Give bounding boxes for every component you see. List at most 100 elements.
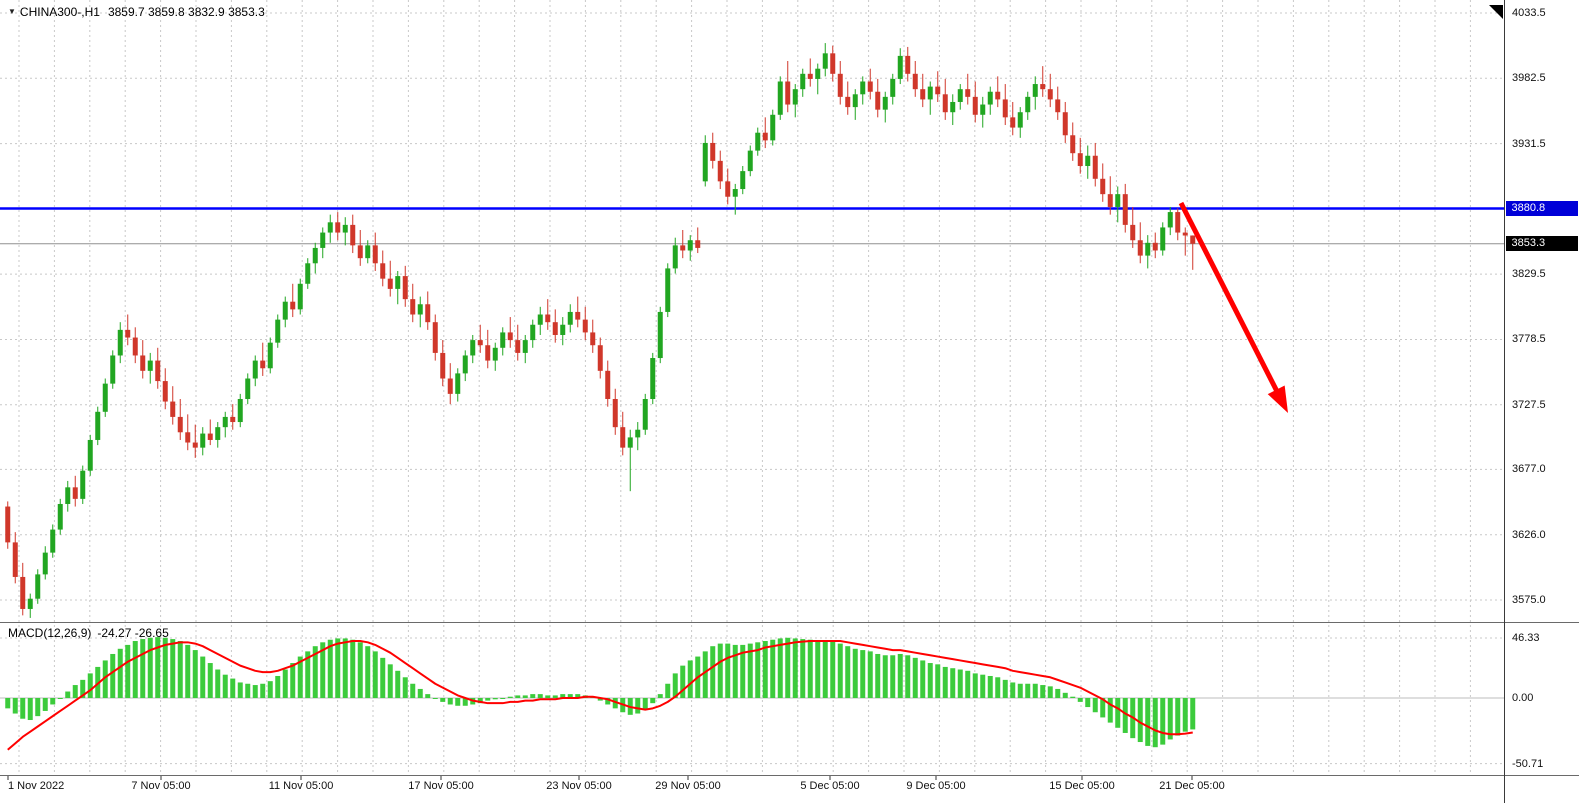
candle — [147, 360, 153, 371]
candle — [485, 345, 491, 361]
candle — [605, 370, 611, 399]
candle — [117, 329, 123, 356]
price-tick-label: 3727.5 — [1512, 398, 1546, 411]
candle — [387, 278, 393, 289]
candle — [357, 245, 363, 259]
macd-bar — [485, 698, 491, 701]
candle — [537, 314, 543, 325]
macd-bar — [800, 639, 806, 698]
candle — [522, 340, 528, 353]
candle — [612, 398, 618, 428]
macd-signal-line — [7, 640, 1193, 751]
candle — [1085, 155, 1091, 166]
macd-bar — [732, 644, 738, 698]
macd-bar — [162, 637, 168, 698]
candle — [1167, 212, 1173, 228]
macd-bar — [672, 673, 678, 698]
price-tick-label: 3778.5 — [1512, 333, 1546, 346]
candles-layer — [5, 43, 1196, 618]
candle — [650, 358, 656, 399]
symbol-name: CHINA300-,H1 — [19, 5, 100, 19]
macd-bar — [717, 643, 723, 698]
candle — [432, 322, 438, 353]
macd-bar — [710, 646, 716, 698]
macd-bar — [320, 642, 326, 698]
symbol-info: ▼ CHINA300-,H1 3859.7 3859.8 3832.9 3853.3 — [8, 5, 265, 19]
macd-bar — [845, 646, 851, 698]
grid-layer — [0, 0, 1504, 775]
macd-bar — [440, 698, 446, 702]
macd-bar — [807, 639, 813, 698]
candle — [1040, 84, 1046, 90]
macd-bar — [1122, 698, 1128, 733]
candle — [1152, 242, 1158, 251]
macd-bar — [155, 637, 161, 698]
candle — [132, 337, 138, 356]
macd-bar — [537, 694, 543, 698]
candle — [1047, 89, 1053, 100]
candle — [702, 142, 708, 182]
candle — [1115, 194, 1121, 207]
candle — [950, 101, 956, 113]
macd-bar — [830, 641, 836, 698]
macd-bar — [80, 679, 86, 698]
candle — [972, 96, 978, 115]
candle — [942, 94, 948, 113]
candle — [867, 81, 873, 92]
macd-bar — [117, 648, 123, 698]
candle — [417, 304, 423, 315]
macd-bar — [942, 666, 948, 698]
candle — [882, 96, 888, 110]
candle — [815, 68, 821, 79]
macd-bar — [747, 643, 753, 698]
macd-bar — [912, 657, 918, 698]
candle — [327, 222, 333, 233]
macd-bar — [222, 674, 228, 698]
candle — [1130, 224, 1136, 241]
macd-bar — [725, 643, 731, 698]
macd-bar — [822, 640, 828, 698]
candle — [995, 91, 1001, 100]
trend-arrow[interactable] — [1178, 201, 1288, 413]
candle — [245, 378, 251, 399]
candle — [567, 311, 573, 325]
candle — [12, 542, 18, 577]
macd-bar — [635, 698, 641, 714]
candle — [215, 427, 221, 440]
macd-tick-label: 46.33 — [1512, 632, 1540, 644]
candle — [845, 96, 851, 108]
macd-indicator-label: MACD(12,26,9) -24.27 -26.65 — [8, 626, 169, 640]
candle — [102, 383, 108, 412]
price-tick-label: 3829.5 — [1512, 268, 1546, 281]
macd-bar — [72, 685, 78, 698]
candle — [237, 398, 243, 423]
candle — [200, 433, 206, 448]
price-tick-label: 3677.0 — [1512, 463, 1546, 476]
macd-bar — [357, 642, 363, 698]
macd-bar — [417, 688, 423, 698]
candle — [642, 398, 648, 430]
macd-bar — [575, 694, 581, 698]
macd-bar — [132, 641, 138, 698]
candle — [425, 304, 431, 323]
macd-bar — [612, 698, 618, 709]
macd-bar — [867, 651, 873, 698]
macd-bar — [507, 696, 513, 698]
macd-bar — [215, 669, 221, 698]
macd-tick-label: 0.00 — [1512, 692, 1534, 704]
time-tick-label: 15 Dec 05:00 — [1049, 780, 1115, 792]
candle — [732, 189, 738, 197]
candle — [1062, 112, 1068, 136]
macd-bar — [290, 663, 296, 698]
macd-bar — [12, 698, 18, 714]
candle — [762, 132, 768, 141]
macd-bar — [297, 656, 303, 698]
candle — [1010, 117, 1016, 128]
macd-bar — [462, 698, 468, 706]
macd-bar — [965, 670, 971, 698]
macd-bar — [1115, 698, 1121, 728]
macd-bar — [200, 656, 206, 698]
macd-bar — [42, 698, 48, 711]
candle — [50, 529, 56, 553]
